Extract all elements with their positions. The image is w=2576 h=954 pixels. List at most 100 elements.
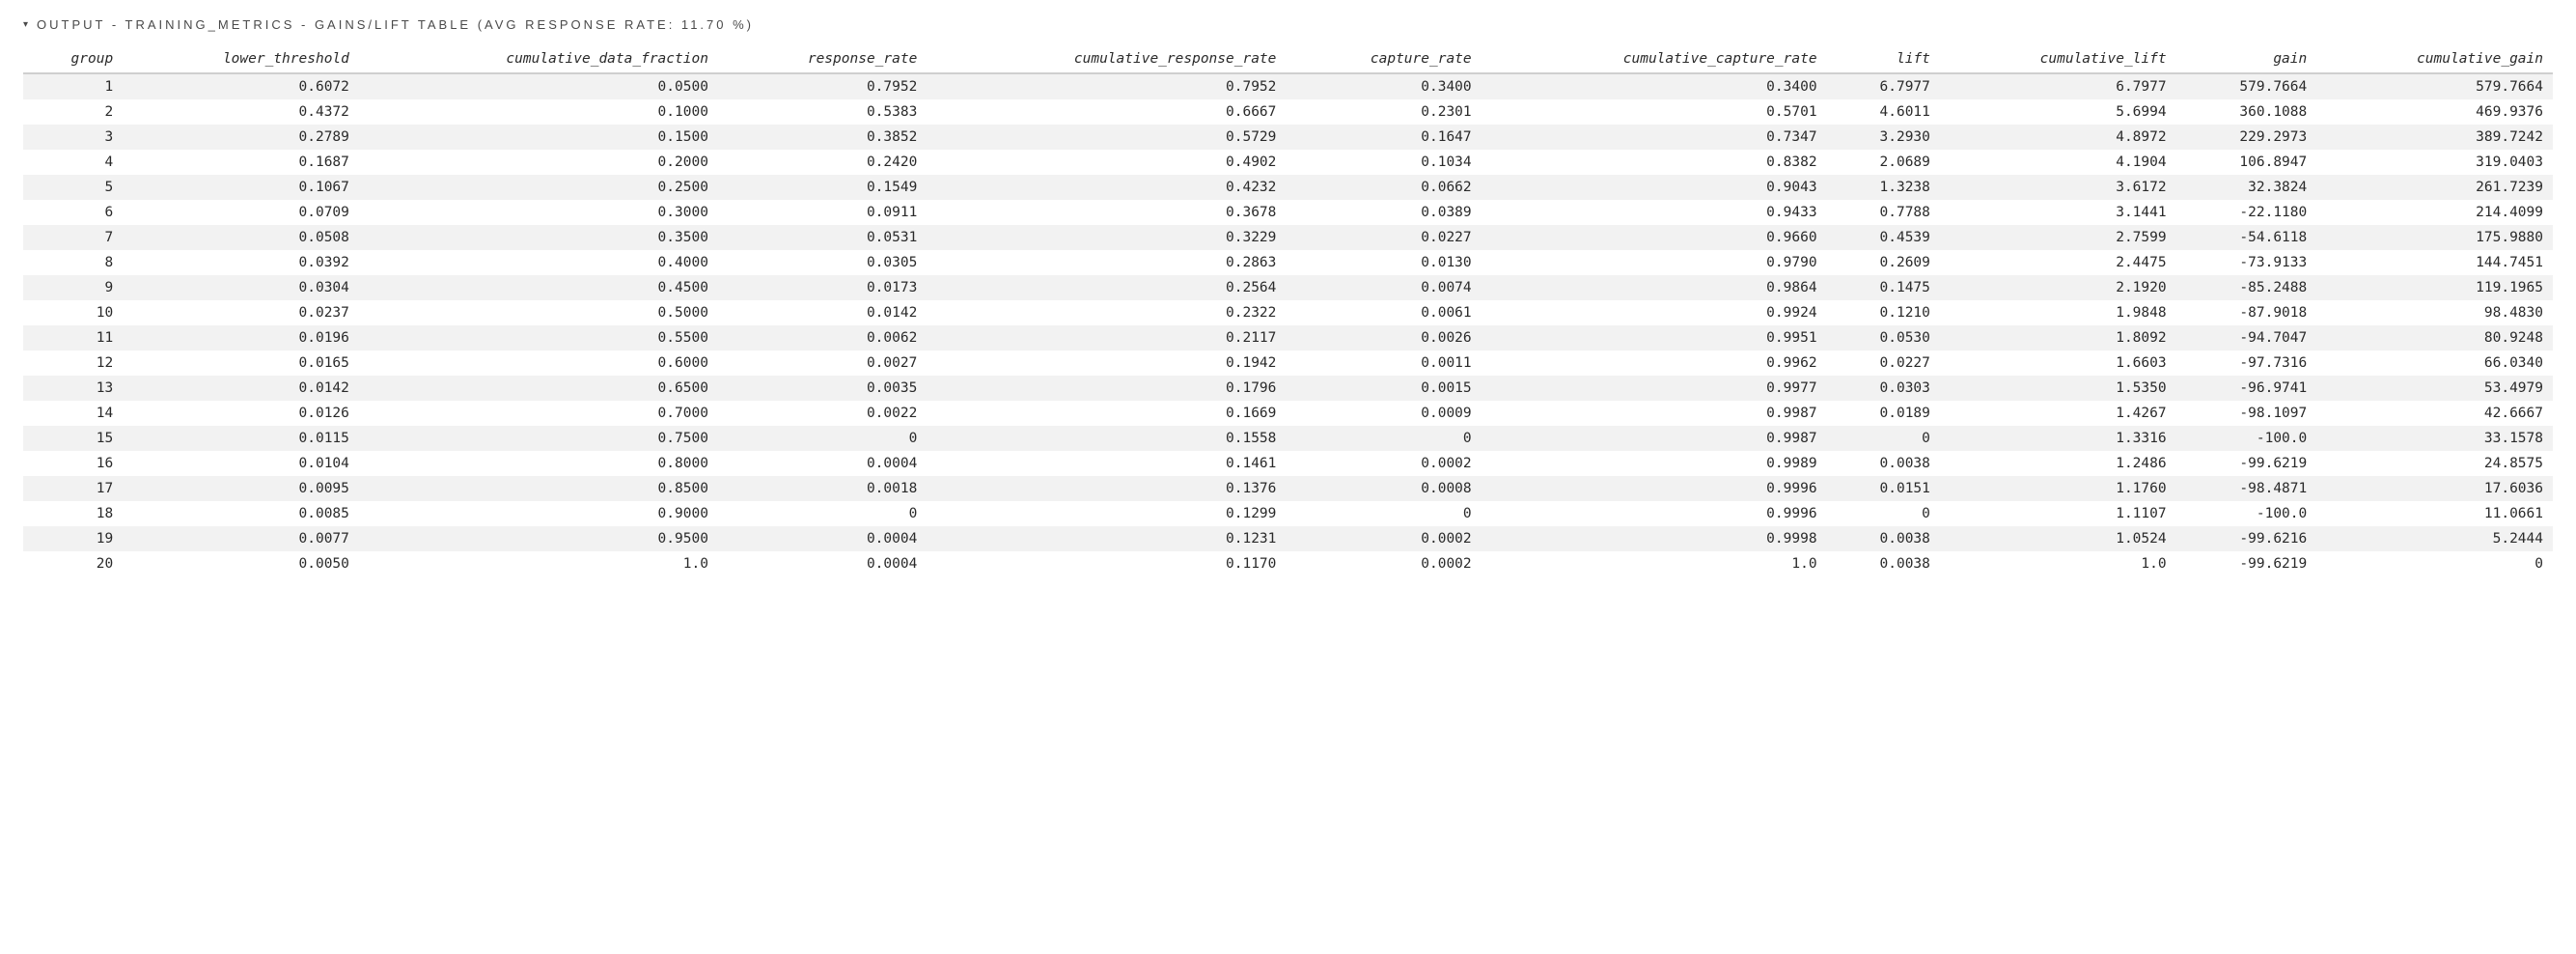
cell-capture-rate: 0.0227 <box>1286 225 1481 250</box>
cell-cumulative-gain: 42.6667 <box>2316 401 2553 426</box>
cell-cumulative-response-rate: 0.1558 <box>927 426 1286 451</box>
cell-response-rate: 0.7952 <box>718 73 927 99</box>
cell-gain: 229.2973 <box>2176 125 2317 150</box>
cell-cumulative-gain: 80.9248 <box>2316 325 2553 351</box>
cell-response-rate: 0.0911 <box>718 200 927 225</box>
cell-cumulative-data-fraction: 0.4000 <box>359 250 718 275</box>
cell-cumulative-response-rate: 0.6667 <box>927 99 1286 125</box>
cell-lift: 4.6011 <box>1827 99 1940 125</box>
cell-cumulative-lift: 1.1107 <box>1940 501 2176 526</box>
cell-lower-threshold: 0.0237 <box>123 300 359 325</box>
cell-capture-rate: 0 <box>1286 501 1481 526</box>
cell-group: 10 <box>23 300 123 325</box>
table-row: 40.16870.20000.24200.49020.10340.83822.0… <box>23 150 2553 175</box>
cell-cumulative-response-rate: 0.2117 <box>927 325 1286 351</box>
cell-cumulative-capture-rate: 0.9790 <box>1482 250 1827 275</box>
cell-cumulative-data-fraction: 0.5000 <box>359 300 718 325</box>
cell-cumulative-response-rate: 0.1669 <box>927 401 1286 426</box>
cell-capture-rate: 0 <box>1286 426 1481 451</box>
col-header-cumulative-lift: cumulative_lift <box>1940 45 2176 73</box>
cell-cumulative-capture-rate: 0.9924 <box>1482 300 1827 325</box>
cell-cumulative-lift: 1.5350 <box>1940 376 2176 401</box>
cell-capture-rate: 0.0026 <box>1286 325 1481 351</box>
cell-response-rate: 0.2420 <box>718 150 927 175</box>
cell-cumulative-gain: 33.1578 <box>2316 426 2553 451</box>
cell-group: 9 <box>23 275 123 300</box>
cell-cumulative-response-rate: 0.1461 <box>927 451 1286 476</box>
cell-cumulative-capture-rate: 0.9864 <box>1482 275 1827 300</box>
cell-cumulative-data-fraction: 0.8500 <box>359 476 718 501</box>
cell-lower-threshold: 0.0115 <box>123 426 359 451</box>
table-body: 10.60720.05000.79520.79520.34000.34006.7… <box>23 73 2553 576</box>
cell-cumulative-response-rate: 0.4232 <box>927 175 1286 200</box>
caret-down-icon: ▾ <box>23 19 31 30</box>
cell-cumulative-data-fraction: 0.3500 <box>359 225 718 250</box>
cell-cumulative-lift: 1.8092 <box>1940 325 2176 351</box>
gains-lift-table-wrap: grouplower_thresholdcumulative_data_frac… <box>23 45 2553 576</box>
cell-cumulative-capture-rate: 1.0 <box>1482 551 1827 576</box>
cell-cumulative-data-fraction: 0.3000 <box>359 200 718 225</box>
cell-cumulative-response-rate: 0.4902 <box>927 150 1286 175</box>
cell-cumulative-response-rate: 0.2564 <box>927 275 1286 300</box>
cell-lower-threshold: 0.0508 <box>123 225 359 250</box>
cell-response-rate: 0.0018 <box>718 476 927 501</box>
cell-group: 18 <box>23 501 123 526</box>
cell-cumulative-data-fraction: 1.0 <box>359 551 718 576</box>
cell-cumulative-gain: 119.1965 <box>2316 275 2553 300</box>
cell-response-rate: 0.0022 <box>718 401 927 426</box>
cell-lift: 0.0151 <box>1827 476 1940 501</box>
section-title: OUTPUT - TRAINING_METRICS - GAINS/LIFT T… <box>37 17 754 32</box>
cell-cumulative-data-fraction: 0.8000 <box>359 451 718 476</box>
cell-lower-threshold: 0.1067 <box>123 175 359 200</box>
cell-response-rate: 0.0004 <box>718 526 927 551</box>
cell-cumulative-response-rate: 0.3229 <box>927 225 1286 250</box>
cell-response-rate: 0.0062 <box>718 325 927 351</box>
table-row: 50.10670.25000.15490.42320.06620.90431.3… <box>23 175 2553 200</box>
cell-cumulative-capture-rate: 0.3400 <box>1482 73 1827 99</box>
table-row: 30.27890.15000.38520.57290.16470.73473.2… <box>23 125 2553 150</box>
cell-gain: -94.7047 <box>2176 325 2317 351</box>
cell-group: 17 <box>23 476 123 501</box>
cell-cumulative-capture-rate: 0.9996 <box>1482 476 1827 501</box>
cell-cumulative-capture-rate: 0.8382 <box>1482 150 1827 175</box>
cell-cumulative-gain: 261.7239 <box>2316 175 2553 200</box>
cell-lift: 0.0189 <box>1827 401 1940 426</box>
cell-cumulative-response-rate: 0.1376 <box>927 476 1286 501</box>
cell-cumulative-gain: 319.0403 <box>2316 150 2553 175</box>
cell-cumulative-gain: 579.7664 <box>2316 73 2553 99</box>
cell-lower-threshold: 0.4372 <box>123 99 359 125</box>
cell-cumulative-capture-rate: 0.9998 <box>1482 526 1827 551</box>
table-row: 130.01420.65000.00350.17960.00150.99770.… <box>23 376 2553 401</box>
cell-cumulative-capture-rate: 0.7347 <box>1482 125 1827 150</box>
cell-cumulative-lift: 2.4475 <box>1940 250 2176 275</box>
cell-group: 7 <box>23 225 123 250</box>
cell-cumulative-data-fraction: 0.1000 <box>359 99 718 125</box>
cell-lower-threshold: 0.0077 <box>123 526 359 551</box>
cell-cumulative-data-fraction: 0.4500 <box>359 275 718 300</box>
cell-capture-rate: 0.2301 <box>1286 99 1481 125</box>
cell-gain: -87.9018 <box>2176 300 2317 325</box>
cell-capture-rate: 0.1034 <box>1286 150 1481 175</box>
cell-lift: 0.0303 <box>1827 376 1940 401</box>
cell-group: 15 <box>23 426 123 451</box>
cell-capture-rate: 0.0015 <box>1286 376 1481 401</box>
section-header[interactable]: ▾ OUTPUT - TRAINING_METRICS - GAINS/LIFT… <box>23 17 2553 32</box>
cell-group: 2 <box>23 99 123 125</box>
cell-group: 11 <box>23 325 123 351</box>
cell-response-rate: 0.5383 <box>718 99 927 125</box>
cell-capture-rate: 0.0002 <box>1286 526 1481 551</box>
cell-gain: -98.4871 <box>2176 476 2317 501</box>
table-row: 120.01650.60000.00270.19420.00110.99620.… <box>23 351 2553 376</box>
cell-lift: 0.7788 <box>1827 200 1940 225</box>
cell-lift: 0.0038 <box>1827 451 1940 476</box>
cell-response-rate: 0.0305 <box>718 250 927 275</box>
cell-lift: 1.3238 <box>1827 175 1940 200</box>
cell-lower-threshold: 0.0196 <box>123 325 359 351</box>
cell-lower-threshold: 0.0085 <box>123 501 359 526</box>
cell-cumulative-response-rate: 0.1231 <box>927 526 1286 551</box>
cell-cumulative-lift: 1.9848 <box>1940 300 2176 325</box>
cell-capture-rate: 0.0002 <box>1286 551 1481 576</box>
cell-lift: 0.0227 <box>1827 351 1940 376</box>
cell-cumulative-data-fraction: 0.0500 <box>359 73 718 99</box>
cell-cumulative-data-fraction: 0.2500 <box>359 175 718 200</box>
